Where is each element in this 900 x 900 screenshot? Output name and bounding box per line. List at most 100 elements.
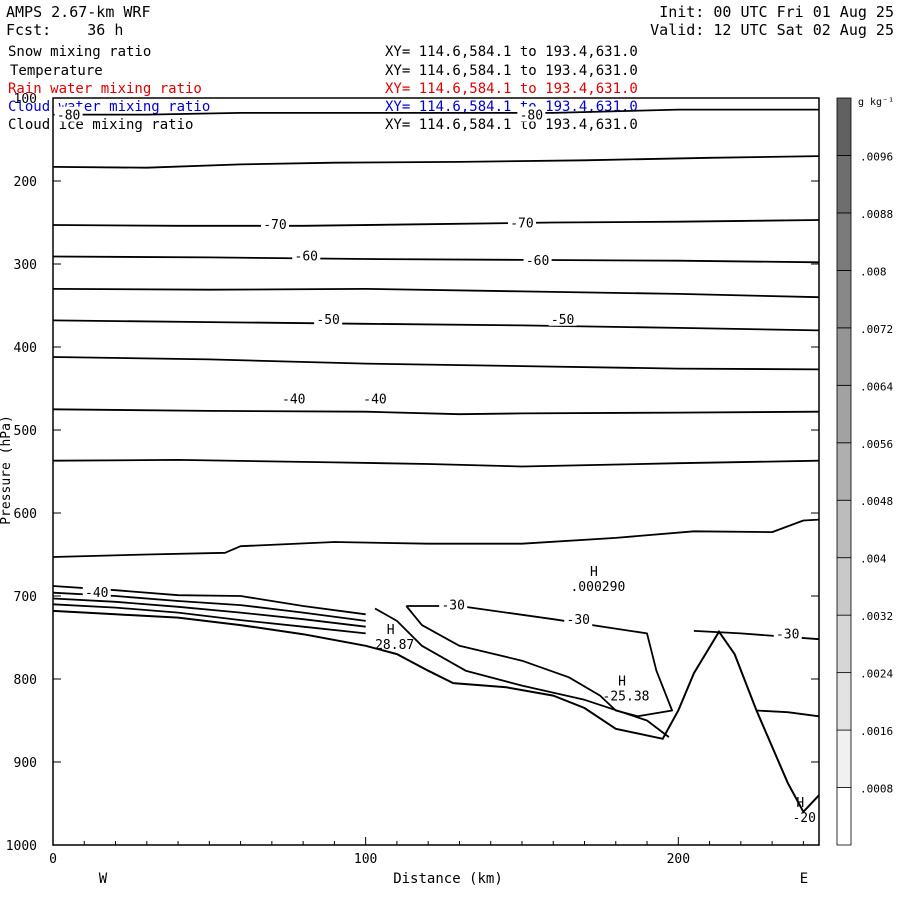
contour-label-8: -40 — [282, 392, 305, 407]
contour-label-bg-4 — [292, 247, 321, 263]
colorbar-segment-4 — [836, 557, 852, 616]
y-tick-label-1: 200 — [14, 175, 37, 190]
contour-label-bg-5 — [523, 251, 552, 267]
y-tick-label-8: 900 — [14, 756, 37, 771]
extremum-mark-3: H — [796, 796, 804, 811]
extremum-mark-1: H — [590, 565, 598, 580]
contour-line-3 — [52, 255, 820, 264]
header-forecast: Fcst: 36 h — [6, 21, 124, 39]
colorbar-tick-label-1: .0088 — [860, 208, 893, 221]
colorbar-segment-3 — [836, 614, 852, 674]
colorbar-tick-label-7: .004 — [860, 553, 887, 566]
field-extent-4: XY= 114.6,584.1 to 193.4,631.0 — [385, 117, 638, 133]
y-tick-label-3: 400 — [14, 341, 37, 356]
extremum-value-2: -25.38 — [603, 690, 650, 705]
colorbar-segment-11 — [836, 155, 852, 214]
contour-line-2 — [52, 219, 820, 227]
contour-line-17 — [756, 709, 820, 718]
east-label: E — [800, 871, 808, 887]
contour-line-7 — [52, 408, 820, 416]
header-model: AMPS 2.67-km WRF — [6, 3, 151, 21]
contour-label-0: -80 — [57, 109, 80, 124]
colorbar-tick-label-10: .0016 — [860, 725, 893, 738]
colorbar-units: g kg⁻¹ — [858, 97, 894, 108]
contour-label-bg-10 — [82, 583, 111, 599]
header-init: Init: 00 UTC Fri 01 Aug 25 — [659, 3, 894, 21]
field-label-2: Rain water mixing ratio — [8, 81, 202, 97]
extremum-mark-0: H — [387, 623, 395, 638]
y-tick-label-6: 700 — [14, 590, 37, 605]
field-extent-2: XY= 114.6,584.1 to 193.4,631.0 — [385, 81, 638, 97]
field-label-1: Temperature — [10, 63, 103, 79]
contour-line-1 — [52, 155, 820, 169]
colorbar-segment-5 — [836, 499, 852, 559]
field-extent-1: XY= 114.6,584.1 to 193.4,631.0 — [385, 63, 638, 79]
x-axis-label: Distance (km) — [393, 871, 503, 887]
colorbar-segment-10 — [836, 212, 852, 271]
y-tick-label-7: 800 — [14, 673, 37, 688]
contour-label-11: -30 — [441, 598, 464, 613]
contour-label-bg-1 — [517, 106, 546, 122]
terrain-line — [52, 609, 820, 814]
contour-label-3: -70 — [510, 217, 533, 232]
contour-label-bg-12 — [564, 611, 593, 627]
y-tick-label-4: 500 — [14, 424, 37, 439]
contour-label-7: -50 — [551, 313, 574, 328]
field-label-4: Cloud ice mixing ratio — [8, 117, 194, 133]
contour-label-bg-3 — [507, 214, 536, 230]
colorbar-segment-0 — [836, 787, 852, 846]
colorbar-tick-label-5: .0056 — [860, 438, 893, 451]
y-tick-label-2: 300 — [14, 258, 37, 273]
field-extent-0: XY= 114.6,584.1 to 193.4,631.0 — [385, 44, 638, 60]
contour-label-6: -50 — [316, 313, 339, 328]
contour-label-1: -80 — [520, 109, 543, 124]
contour-line-4 — [52, 287, 820, 299]
x-tick-label-1: 100 — [354, 852, 377, 867]
extremum-value-3: -20 — [792, 811, 815, 826]
contour-label-bg-6 — [314, 310, 343, 326]
extremum-mark-2: H — [618, 675, 626, 690]
contour-label-bg-2 — [260, 216, 289, 232]
contour-line-0 — [53, 108, 819, 116]
contour-line-9 — [52, 518, 820, 558]
contour-label-10: -40 — [85, 586, 108, 601]
contour-label-bg-9 — [361, 390, 390, 406]
contour-line-8 — [52, 458, 820, 468]
colorbar-tick-label-0: .0096 — [860, 150, 893, 163]
x-tick-label-0: 0 — [49, 852, 57, 867]
x-tick-label-2: 200 — [667, 852, 690, 867]
field-label-0: Snow mixing ratio — [8, 44, 152, 60]
contour-label-bg-0 — [54, 106, 83, 122]
y-tick-label-5: 600 — [14, 507, 37, 522]
colorbar-tick-label-2: .008 — [860, 265, 887, 278]
contour-line-5 — [52, 319, 820, 332]
contour-line-6 — [52, 356, 820, 371]
colorbar-tick-label-8: .0032 — [860, 610, 893, 623]
colorbar-segment-12 — [836, 97, 852, 156]
west-label: W — [99, 871, 108, 887]
colorbar-segment-7 — [836, 384, 852, 444]
colorbar-segment-6 — [836, 442, 852, 501]
y-tick-label-9: 1000 — [6, 839, 37, 854]
contour-label-bg-8 — [279, 390, 308, 406]
contour-label-13: -30 — [776, 627, 799, 642]
colorbar-tick-label-6: .0048 — [860, 495, 893, 508]
contour-label-bg-7 — [548, 310, 577, 326]
contour-line-14 — [374, 607, 670, 738]
colorbar-segment-2 — [836, 672, 852, 731]
contour-label-bg-11 — [439, 596, 468, 612]
colorbar-segment-8 — [836, 327, 852, 386]
contour-label-4: -60 — [295, 250, 318, 265]
extremum-value-1: .000290 — [570, 580, 625, 595]
colorbar-tick-label-9: .0024 — [860, 668, 893, 681]
header-valid: Valid: 12 UTC Sat 02 Aug 25 — [650, 21, 894, 39]
colorbar-tick-label-11: .0008 — [860, 783, 893, 796]
contour-label-9: -40 — [363, 392, 386, 407]
contour-label-12: -30 — [567, 613, 590, 628]
colorbar-segment-1 — [836, 729, 852, 788]
y-axis-label: Pressure (hPa) — [0, 415, 14, 525]
contour-label-5: -60 — [526, 254, 549, 269]
contour-line-12 — [52, 597, 366, 628]
colorbar-tick-label-4: .0064 — [860, 380, 893, 393]
